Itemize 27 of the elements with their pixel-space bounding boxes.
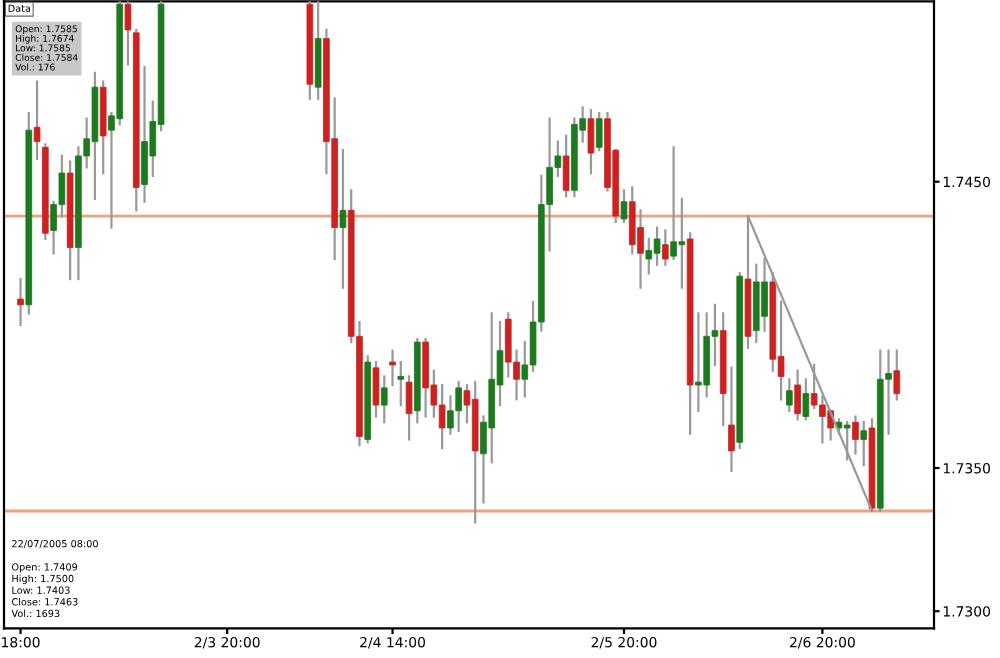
candlestick xyxy=(422,338,429,418)
candlestick xyxy=(653,226,661,266)
candlestick xyxy=(372,360,380,418)
candlestick xyxy=(339,149,347,289)
candlestick xyxy=(562,134,570,198)
candlestick xyxy=(389,349,396,387)
candlestick xyxy=(852,415,859,455)
candlestick xyxy=(670,146,677,261)
candlestick xyxy=(786,378,793,412)
candlestick xyxy=(141,66,148,203)
candlestick xyxy=(595,111,603,152)
candlestick xyxy=(819,395,826,444)
candlestick xyxy=(794,369,801,421)
candlestick xyxy=(802,378,810,421)
candlestick xyxy=(695,312,702,412)
candlestick xyxy=(587,109,595,175)
candlestick xyxy=(438,383,446,450)
candlestick xyxy=(33,80,41,160)
candlestick xyxy=(637,209,644,289)
candlestick xyxy=(860,421,868,467)
candlestick xyxy=(380,375,388,424)
candlestick xyxy=(761,257,768,332)
candlestick xyxy=(843,421,851,461)
candlestick xyxy=(455,381,462,432)
candlestick xyxy=(678,197,686,289)
candlestick xyxy=(17,277,24,326)
candlestick xyxy=(447,395,454,435)
